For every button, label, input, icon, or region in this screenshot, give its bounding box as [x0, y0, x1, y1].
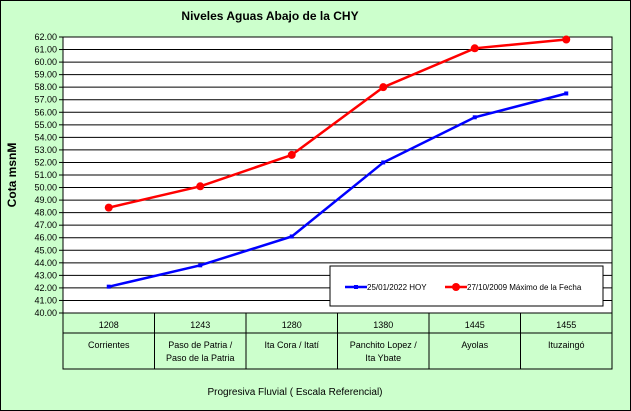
category-name: Ayolas — [461, 340, 488, 350]
y-tick-label: 56.00 — [34, 107, 57, 117]
data-point — [196, 182, 205, 191]
y-tick-label: 54.00 — [34, 132, 57, 142]
data-point — [104, 203, 113, 212]
y-tick-label: 40.00 — [34, 308, 57, 318]
y-tick-labels: 40.00 41.00 42.00 43.00 44.00 45.00 46.00 47.00… — [34, 32, 57, 318]
y-tick-label: 60.00 — [34, 57, 57, 67]
legend-swatch-marker — [452, 283, 460, 291]
y-tick-label: 48.00 — [34, 208, 57, 218]
y-tick-label: 62.00 — [34, 32, 57, 42]
category-name-line2: Paso de la Patria — [166, 353, 235, 363]
y-tick-label: 44.00 — [34, 258, 57, 268]
y-tick-label: 52.00 — [34, 157, 57, 167]
data-point — [470, 44, 479, 53]
y-tick-label: 42.00 — [34, 283, 57, 293]
category-name: Panchito Lopez / — [350, 340, 418, 350]
category-name: Ita Cora / Itatí — [264, 340, 319, 350]
data-point — [287, 150, 296, 159]
data-point — [198, 263, 203, 268]
y-tick-label: 41.00 — [34, 295, 57, 305]
y-tick-label: 49.00 — [34, 195, 57, 205]
y-tick-label: 59.00 — [34, 70, 57, 80]
category-code: 1280 — [282, 320, 302, 330]
series-line-2 — [108, 38, 567, 209]
data-point — [381, 160, 386, 165]
category-code: 1208 — [99, 320, 119, 330]
data-point — [562, 35, 571, 44]
y-tick-label: 57.00 — [34, 95, 57, 105]
category-code: 1445 — [465, 320, 485, 330]
data-point — [472, 115, 477, 120]
series-line-1 — [108, 92, 567, 288]
category-labels: 1208 Corrientes 1243 Paso de Patria / Paso d… — [63, 313, 612, 369]
y-tick-label: 47.00 — [34, 220, 57, 230]
data-point — [564, 91, 569, 96]
category-name: Paso de Patria / — [168, 340, 233, 350]
legend-label: 27/10/2009 Máximo de la Fecha — [467, 283, 582, 292]
y-tick-label: 51.00 — [34, 170, 57, 180]
data-point — [106, 284, 111, 289]
category-code: 1380 — [373, 320, 393, 330]
y-tick-label: 46.00 — [34, 233, 57, 243]
data-point — [289, 234, 294, 239]
y-tick-label: 55.00 — [34, 120, 57, 130]
legend-label: 25/01/2022 HOY — [367, 283, 427, 292]
y-tick-label: 45.00 — [34, 245, 57, 255]
x-axis-label: Progresiva Fluvial ( Escala Referencial) — [207, 387, 382, 398]
category-code: 1243 — [190, 320, 210, 330]
series-lines — [104, 35, 571, 289]
category-code: 1455 — [556, 320, 576, 330]
y-axis-label: Cota msnM — [5, 143, 19, 208]
y-tick-label: 50.00 — [34, 183, 57, 193]
y-tick-label: 58.00 — [34, 82, 57, 92]
y-tick-label: 61.00 — [34, 45, 57, 55]
legend: 25/01/2022 HOY 27/10/2009 Máximo de la Fe… — [329, 265, 604, 307]
data-point — [379, 83, 388, 92]
y-tick-label: 53.00 — [34, 145, 57, 155]
chart-title: Niveles Aguas Abajo de la CHY — [181, 9, 358, 23]
category-name: Corrientes — [88, 340, 130, 350]
category-name-line2: Ita Ybate — [365, 353, 401, 363]
category-name: Ituzaingó — [548, 340, 585, 350]
legend-swatch-marker — [354, 285, 358, 289]
y-tick-label: 43.00 — [34, 270, 57, 280]
